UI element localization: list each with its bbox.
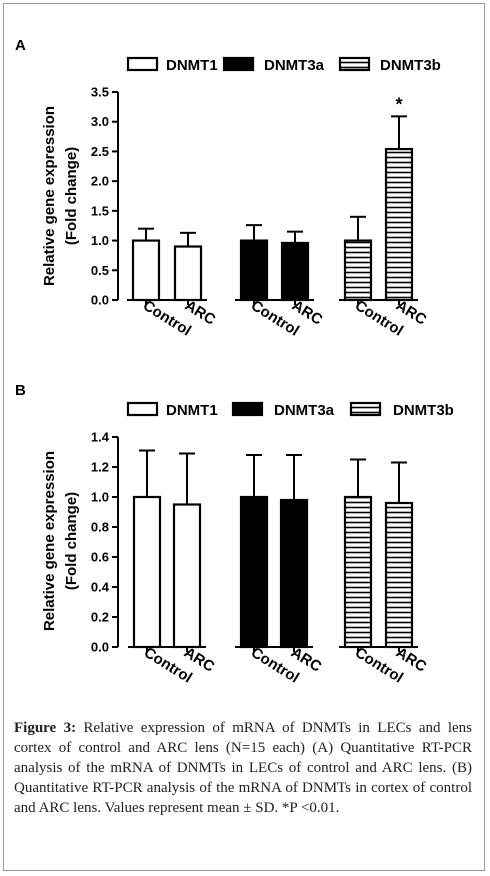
- panel-label: A: [15, 37, 26, 54]
- legend-swatch-dnmt1: [126, 56, 159, 72]
- y-tick-label: 1.0: [91, 233, 109, 248]
- bar-dnmt1-control: [131, 239, 161, 302]
- y-tick-label: 0.2: [91, 610, 109, 625]
- bar-dnmt3b-arc: [384, 501, 414, 649]
- y-tick-label: 0.4: [91, 580, 110, 595]
- y-tick-label: 3.5: [91, 85, 109, 100]
- y-tick-label: 2.0: [91, 174, 109, 189]
- legend-label-dnmt3b: DNMT3b: [393, 402, 454, 419]
- y-tick-label: 0.5: [91, 263, 109, 278]
- bar-dnmt3a-arc: [279, 498, 309, 649]
- legend-label-dnmt3b: DNMT3b: [380, 57, 441, 74]
- legend-swatch-dnmt3a: [231, 401, 264, 417]
- legend-label-dnmt3a: DNMT3a: [274, 402, 335, 419]
- legend-label-dnmt3a: DNMT3a: [264, 57, 325, 74]
- legend-swatch-dnmt3a: [222, 56, 255, 72]
- caption-label: Figure 3:: [14, 720, 77, 736]
- bar-dnmt3b-control: [343, 239, 373, 302]
- legend-label-dnmt1: DNMT1: [166, 57, 218, 74]
- y-tick-label: 0.6: [91, 550, 109, 565]
- y-tick-label: 3.0: [91, 114, 109, 129]
- chart-panel-b: B DNMT1 DNMT3a DNMT3b 0.0 0.2 0.4 0.6 0.8 1.0 1.2 1…: [15, 382, 454, 687]
- y-axis-label: Relative gene expression: [41, 451, 58, 631]
- bar-dnmt1-arc: [173, 245, 203, 302]
- y-tick-label: 2.5: [91, 144, 109, 159]
- bar-dnmt1-control: [132, 495, 162, 649]
- bar-dnmt3a-arc: [280, 241, 310, 302]
- y-tick-label: 1.4: [91, 430, 110, 445]
- y-tick-label: 1.0: [91, 490, 109, 505]
- panel-label: B: [15, 382, 26, 399]
- bar-dnmt1-arc: [172, 503, 202, 649]
- significance-marker: *: [395, 94, 402, 114]
- caption-text: Relative expression of mRNA of DNMTs in …: [14, 720, 473, 816]
- legend-swatch-dnmt3b: [338, 56, 371, 72]
- figure-frame: [3, 3, 485, 871]
- bar-dnmt3b-control: [343, 495, 373, 649]
- figure-caption: Figure 3: Relative expression of mRNA of…: [14, 718, 472, 818]
- legend-swatch-dnmt1: [126, 401, 159, 417]
- y-tick-label: 0.8: [91, 520, 109, 535]
- y-axis-label: Relative gene expression: [41, 106, 58, 286]
- y-tick-label: 0.0: [91, 640, 109, 655]
- legend-swatch-dnmt3b: [349, 401, 382, 417]
- chart-panel-a: A DNMT1 DNMT3a DNMT3b 0.0 0.5 1.0 1.5 2.0 2.5 3.0 3…: [15, 37, 441, 340]
- y-tick-label: 0.0: [91, 293, 109, 308]
- legend-label-dnmt1: DNMT1: [166, 402, 218, 419]
- y-axis-label-unit: (Fold change): [63, 147, 80, 245]
- bar-dnmt3a-control: [239, 495, 269, 649]
- y-axis-label-unit: (Fold change): [63, 492, 80, 590]
- bar-dnmt3b-arc: [384, 147, 414, 302]
- bar-dnmt3a-control: [239, 239, 269, 302]
- y-tick-label: 1.5: [91, 203, 109, 218]
- y-tick-label: 1.2: [91, 460, 109, 475]
